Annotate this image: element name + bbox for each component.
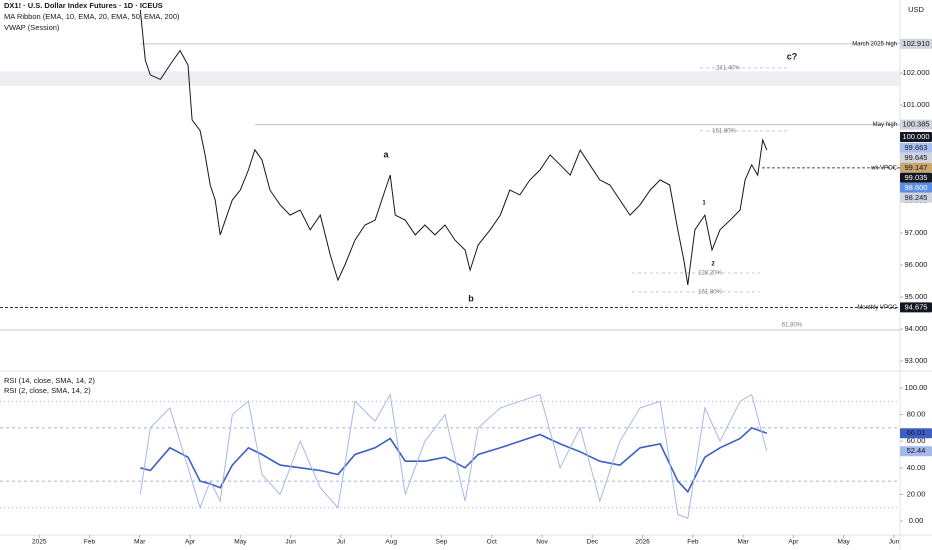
y-tick-label: 20.00: [907, 489, 926, 498]
x-tick-label: Aug: [385, 539, 397, 546]
chart-title: DX1! · U.S. Dollar Index Futures · 1D · …: [4, 1, 163, 10]
wave-label: c?: [787, 51, 798, 61]
fib-label: 128.20%: [698, 271, 722, 277]
price-badge: [900, 152, 932, 163]
x-tick-label: Jul: [337, 539, 346, 546]
series-badge: [900, 446, 932, 457]
y-tick-label: 97.000: [905, 228, 928, 237]
price-badge: [900, 142, 932, 153]
level-label: Monthly VPOC: [857, 305, 897, 311]
price-badge-text: 100.385: [902, 120, 929, 129]
fib-label: 161.80%: [698, 289, 722, 295]
x-tick-label: May: [234, 539, 247, 546]
wave-label: 1: [702, 201, 706, 207]
x-tick-label: Feb: [84, 539, 96, 546]
x-tick-label: Jun: [285, 539, 296, 546]
price-badge: [900, 38, 932, 49]
price-badge-text: 99.035: [905, 173, 928, 182]
fib-label: 161.80%: [712, 128, 736, 134]
level-label: wk VPOC: [870, 165, 898, 171]
x-tick-label: Apr: [185, 539, 196, 546]
price-badge-text: 99.663: [905, 143, 928, 152]
x-tick-label: Jun: [889, 539, 900, 546]
currency: USD: [908, 5, 924, 14]
series-line: [139, 393, 768, 520]
series-line: [139, 9, 768, 285]
wave-label: a: [383, 149, 389, 159]
price-badge-text: 102.910: [902, 39, 929, 48]
price-badge-text: 100.000: [902, 132, 929, 141]
y-tick-label: 94.000: [905, 324, 928, 333]
y-tick-label: 93.000: [905, 356, 928, 365]
level-label: March 2025 high: [852, 41, 897, 47]
price-badge: [900, 119, 932, 130]
x-tick-label: Oct: [487, 539, 497, 546]
price-badge: [900, 131, 932, 142]
price-badge: [900, 162, 932, 173]
y-tick-label: 102.000: [902, 68, 929, 77]
level-label: May high: [873, 122, 897, 128]
zone: [0, 71, 900, 86]
indicator-label: VWAP (Session): [4, 23, 60, 32]
price-badge: [900, 182, 932, 193]
price-badge-text: 98.600: [905, 183, 928, 192]
x-tick-label: 2025: [32, 539, 47, 546]
x-tick-label: Mar: [738, 539, 750, 546]
x-tick-label: May: [838, 539, 851, 546]
fib-label: 61.80%: [782, 323, 803, 329]
price-badge-text: 99.147: [905, 163, 928, 172]
price-badge-text: 94.675: [905, 302, 928, 311]
x-tick-label: Nov: [536, 539, 548, 546]
x-tick-label: Apr: [788, 539, 799, 546]
y-tick-label: 96.000: [905, 260, 928, 269]
x-tick-label: 2026: [635, 539, 650, 546]
legend-entry: RSI (14, close, SMA, 14, 2): [4, 376, 95, 385]
series-badge: [900, 428, 932, 439]
price-badge-text: 98.245: [905, 193, 928, 202]
x-tick-label: Feb: [687, 539, 699, 546]
y-tick-label: 80.00: [907, 410, 926, 419]
x-tick-label: Mar: [134, 539, 146, 546]
indicator-label: MA Ribbon (EMA, 10, EMA, 20, EMA, 50, EM…: [4, 12, 180, 21]
x-tick-label: Dec: [587, 539, 599, 546]
y-tick-label: 101.000: [902, 100, 929, 109]
y-tick-label: 0.00: [909, 516, 924, 525]
wave-label: b: [468, 293, 474, 303]
price-badge-text: 99.645: [905, 153, 928, 162]
price-badge: [900, 302, 932, 313]
y-tick-label: 60.00: [907, 436, 926, 445]
fib-label: 241.40%: [716, 65, 740, 71]
price-badge: [900, 172, 932, 183]
price-badge: [900, 192, 932, 203]
y-tick-label: 40.00: [907, 463, 926, 472]
legend-entry: RSI (2, close, SMA, 14, 2): [4, 386, 91, 395]
y-tick-label: 95.000: [905, 292, 928, 301]
wave-label: 2: [711, 262, 715, 268]
x-tick-label: Sep: [436, 539, 448, 546]
series-badge-text: 66.01: [907, 428, 926, 437]
series-badge-text: 52.44: [907, 446, 926, 455]
y-tick-label: 100.00: [905, 383, 928, 392]
